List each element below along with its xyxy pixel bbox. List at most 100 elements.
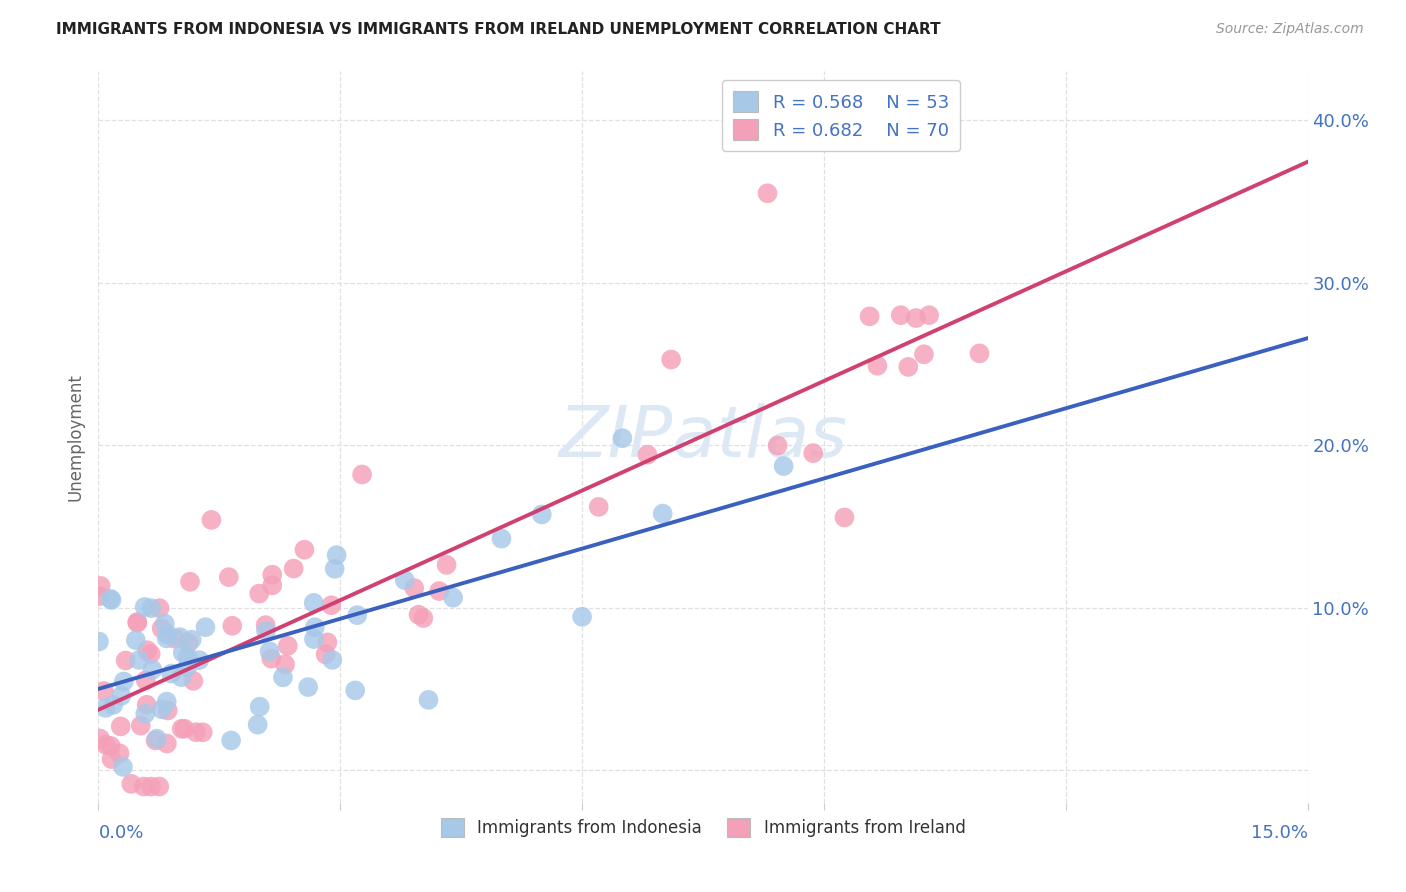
Point	[93, 684, 115, 698]
Point	[150, 702, 173, 716]
Point	[304, 620, 326, 634]
Point	[260, 651, 283, 665]
Point	[325, 548, 347, 562]
Point	[139, 780, 162, 794]
Point	[297, 680, 319, 694]
Point	[112, 674, 135, 689]
Point	[571, 609, 593, 624]
Point	[274, 657, 297, 672]
Point	[218, 570, 240, 584]
Point	[221, 619, 243, 633]
Point	[160, 666, 183, 681]
Point	[156, 695, 179, 709]
Point	[404, 581, 426, 595]
Point	[588, 500, 610, 514]
Point	[801, 446, 824, 460]
Point	[418, 693, 440, 707]
Point	[254, 618, 277, 632]
Point	[141, 663, 163, 677]
Point	[408, 607, 430, 622]
Point	[394, 573, 416, 587]
Point	[294, 542, 316, 557]
Point	[302, 632, 325, 646]
Point	[200, 513, 222, 527]
Point	[637, 448, 659, 462]
Point	[183, 673, 205, 688]
Point	[176, 660, 198, 674]
Text: IMMIGRANTS FROM INDONESIA VS IMMIGRANTS FROM IRELAND UNEMPLOYMENT CORRELATION CH: IMMIGRANTS FROM INDONESIA VS IMMIGRANTS …	[56, 22, 941, 37]
Point	[125, 633, 148, 648]
Point	[176, 649, 198, 664]
Point	[89, 589, 111, 603]
Y-axis label: Unemployment: Unemployment	[66, 373, 84, 501]
Point	[94, 701, 117, 715]
Point	[344, 683, 367, 698]
Point	[912, 347, 935, 361]
Point	[191, 725, 214, 739]
Point	[271, 670, 294, 684]
Point	[141, 601, 163, 615]
Point	[219, 733, 242, 747]
Point	[153, 616, 176, 631]
Point	[90, 579, 112, 593]
Point	[756, 186, 779, 201]
Point	[918, 308, 941, 322]
Point	[659, 352, 682, 367]
Point	[346, 608, 368, 623]
Point	[302, 596, 325, 610]
Text: 0.0%: 0.0%	[98, 824, 143, 842]
Point	[156, 737, 179, 751]
Point	[530, 508, 553, 522]
Point	[859, 310, 882, 324]
Point	[321, 653, 343, 667]
Point	[184, 725, 207, 739]
Point	[89, 731, 111, 746]
Point	[352, 467, 374, 482]
Point	[129, 719, 152, 733]
Point	[134, 599, 156, 614]
Point	[156, 627, 179, 641]
Point	[135, 673, 157, 688]
Point	[100, 593, 122, 607]
Point	[173, 722, 195, 736]
Point	[491, 532, 513, 546]
Point	[323, 562, 346, 576]
Point	[148, 601, 170, 615]
Point	[110, 689, 132, 703]
Point	[128, 653, 150, 667]
Point	[254, 624, 277, 638]
Point	[180, 632, 202, 647]
Point	[262, 567, 284, 582]
Point	[145, 733, 167, 747]
Point	[259, 644, 281, 658]
Point	[834, 510, 856, 524]
Point	[969, 346, 991, 360]
Point	[94, 738, 117, 752]
Point	[148, 780, 170, 794]
Point	[904, 311, 927, 326]
Point	[262, 578, 284, 592]
Point	[169, 630, 191, 644]
Point	[283, 561, 305, 575]
Point	[146, 731, 169, 746]
Point	[316, 635, 339, 649]
Point	[315, 648, 337, 662]
Text: 15.0%: 15.0%	[1250, 824, 1308, 842]
Point	[100, 591, 122, 606]
Point	[177, 636, 200, 650]
Point	[170, 722, 193, 736]
Point	[100, 752, 122, 766]
Point	[766, 438, 789, 452]
Point	[132, 780, 155, 794]
Point	[412, 611, 434, 625]
Point	[100, 739, 122, 753]
Point	[111, 760, 134, 774]
Point	[156, 704, 179, 718]
Point	[163, 632, 186, 646]
Point	[427, 584, 450, 599]
Point	[194, 620, 217, 634]
Point	[277, 639, 299, 653]
Point	[188, 653, 211, 667]
Point	[441, 591, 464, 605]
Point	[172, 646, 194, 660]
